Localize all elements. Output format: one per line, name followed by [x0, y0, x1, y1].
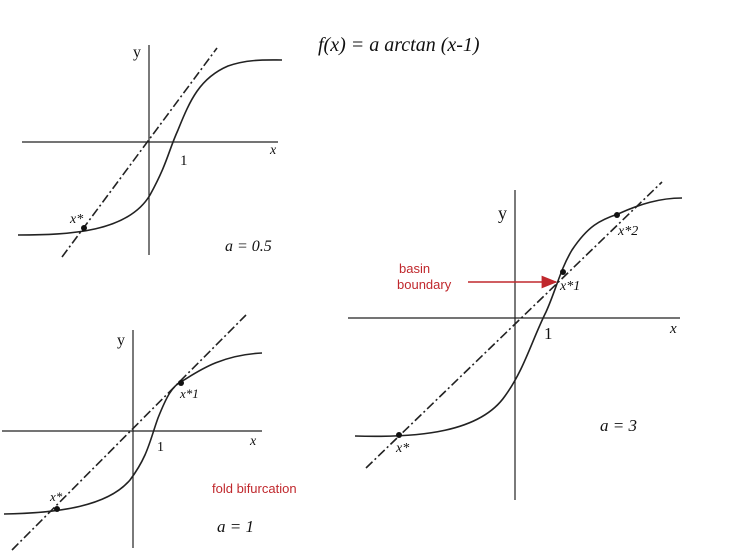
lower-fixed-point-marker: [396, 432, 402, 438]
upper-fixed-point-label: x*1: [179, 386, 199, 401]
lower-fixed-point-marker: [54, 506, 60, 512]
identity-line: [11, 314, 247, 551]
arctan-curve: [3, 352, 263, 515]
fixed-point-marker: [81, 225, 87, 231]
arctan-curve: [17, 59, 283, 236]
y-axis-label: y: [117, 332, 125, 349]
middle-fixed-point-label: x*1: [559, 279, 580, 294]
tick-label-one: 1: [544, 324, 553, 343]
basin-boundary-line-2: boundary: [397, 277, 452, 292]
upper-fixed-point-marker: [178, 380, 184, 386]
tick-label-one: 1: [180, 153, 188, 169]
parameter-label: a = 0.5: [225, 238, 272, 255]
figure-title: f(x) = a arctan (x-1): [318, 34, 480, 56]
basin-boundary-annotation: basin boundary: [397, 261, 452, 292]
parameter-label: a = 3: [600, 416, 637, 435]
panel-a-1: y x 1 x*1 x* fold bifurcation a = 1: [2, 314, 297, 551]
panel-a-3: y x 1 x*2 x*1 x* basin boundary a = 3: [348, 181, 683, 500]
fold-bifurcation-annotation: fold bifurcation: [212, 481, 297, 496]
lower-fixed-point-label: x*: [395, 441, 409, 456]
parameter-label: a = 1: [217, 517, 254, 536]
middle-fixed-point-marker: [560, 269, 566, 275]
panel-a-0-5: y x 1 x* a = 0.5: [17, 44, 283, 258]
upper-fixed-point-marker: [614, 212, 620, 218]
y-axis-label: y: [498, 203, 507, 223]
upper-fixed-point-label: x*2: [617, 224, 638, 239]
x-axis-label: x: [249, 434, 257, 449]
x-axis-label: x: [269, 143, 277, 158]
basin-boundary-line-1: basin: [399, 261, 430, 276]
y-axis-label: y: [133, 44, 141, 61]
x-axis-label: x: [669, 321, 677, 337]
fixed-point-label: x*: [69, 212, 83, 227]
lower-fixed-point-label: x*: [49, 489, 63, 504]
identity-line: [365, 181, 663, 469]
tick-label-one: 1: [157, 440, 164, 455]
identity-line: [61, 47, 218, 258]
